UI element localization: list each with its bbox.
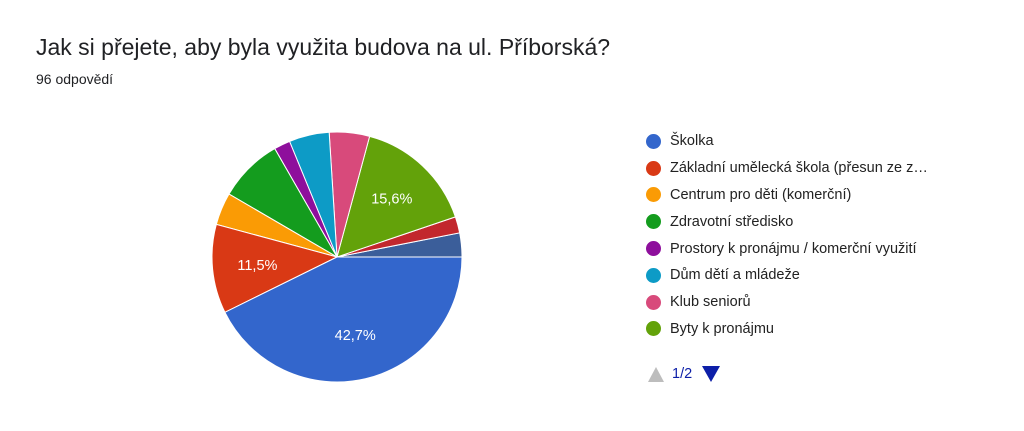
legend-label: Klub seniorů xyxy=(670,294,751,311)
legend: Školka Základní umělecká škola (přesun ze… xyxy=(646,128,928,342)
legend-label: Školka xyxy=(670,133,714,150)
slice-data-label: 11,5% xyxy=(237,258,277,274)
legend-swatch xyxy=(646,187,661,203)
legend-item[interactable]: Školka xyxy=(646,128,928,155)
legend-swatch xyxy=(646,294,661,310)
legend-item[interactable]: Dům dětí a mládeže xyxy=(646,262,928,289)
legend-item[interactable]: Centrum pro děti (komerční) xyxy=(646,182,928,209)
legend-pager: 1/2 xyxy=(648,366,721,382)
legend-item[interactable]: Klub seniorů xyxy=(646,289,928,316)
legend-swatch xyxy=(646,133,661,149)
legend-label: Prostory k pronájmu / komerční využití xyxy=(670,240,917,257)
legend-label: Byty k pronájmu xyxy=(670,320,774,337)
legend-label: Centrum pro děti (komerční) xyxy=(670,186,852,203)
pie-slice[interactable] xyxy=(336,135,457,258)
legend-swatch xyxy=(646,214,661,230)
slice-data-label: 42,7% xyxy=(335,328,376,344)
legend-item[interactable]: Prostory k pronájmu / komerční využití xyxy=(646,235,928,262)
pie-slice[interactable] xyxy=(211,223,339,314)
legend-label: Zdravotní středisko xyxy=(670,213,794,230)
slice-data-label: 15,6% xyxy=(371,192,412,208)
legend-item[interactable]: Zdravotní středisko xyxy=(646,208,928,235)
legend-swatch xyxy=(646,267,661,283)
triangle-up-icon[interactable] xyxy=(648,366,664,382)
chart-title: Jak si přejete, aby byla využita budova … xyxy=(36,34,611,60)
page-indicator: 1/2 xyxy=(672,366,693,382)
legend-swatch xyxy=(646,241,661,257)
legend-swatch xyxy=(646,160,661,176)
legend-swatch xyxy=(646,321,661,337)
pie-slice[interactable] xyxy=(224,256,463,383)
legend-item[interactable]: Byty k pronájmu xyxy=(646,316,928,343)
legend-label: Základní umělecká škola (přesun ze z… xyxy=(670,160,928,177)
legend-item[interactable]: Základní umělecká škola (přesun ze z… xyxy=(646,155,928,182)
response-count: 96 odpovědí xyxy=(36,71,114,87)
legend-label: Dům dětí a mládeže xyxy=(670,267,800,284)
triangle-down-icon[interactable] xyxy=(702,366,721,382)
